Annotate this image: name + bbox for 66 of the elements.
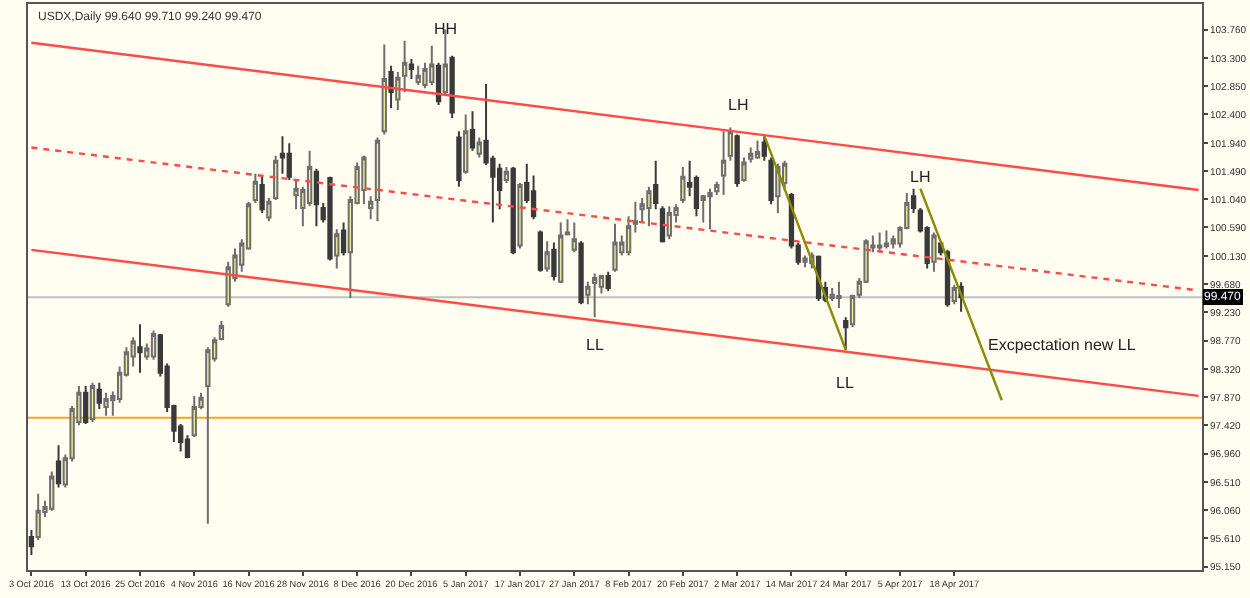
candlestick xyxy=(734,133,740,188)
candlestick xyxy=(890,234,896,250)
candlestick xyxy=(313,167,320,228)
candlestick xyxy=(843,316,849,352)
candlestick xyxy=(28,529,35,557)
candlestick xyxy=(951,283,957,306)
candlestick xyxy=(49,470,55,512)
candlestick xyxy=(449,54,455,120)
candlestick xyxy=(96,381,102,410)
candlestick xyxy=(374,136,381,223)
candlestick xyxy=(551,241,557,282)
candlestick xyxy=(700,193,706,224)
candlestick xyxy=(666,205,672,241)
candlestick xyxy=(754,139,761,160)
candlestick xyxy=(150,329,157,361)
candlestick xyxy=(456,130,462,188)
candlestick xyxy=(544,240,550,273)
candlestick xyxy=(191,394,197,439)
candlestick xyxy=(55,444,62,489)
annotation: LL xyxy=(586,336,605,354)
candlestick xyxy=(381,43,387,136)
annotation: LH xyxy=(910,168,931,186)
candlestick xyxy=(836,280,842,309)
candlestick xyxy=(605,270,611,293)
candlestick xyxy=(883,229,890,250)
candlestick xyxy=(286,142,292,181)
candlestick xyxy=(340,221,347,257)
candlestick xyxy=(591,272,598,319)
annotation: LH xyxy=(728,96,749,114)
candlestick xyxy=(503,165,510,185)
candlestick xyxy=(89,381,96,424)
candlestick xyxy=(571,221,577,254)
candlestick xyxy=(476,136,482,159)
candlestick xyxy=(334,228,340,270)
candlestick xyxy=(558,221,564,284)
candlestick xyxy=(103,391,109,417)
candlestick xyxy=(388,64,394,110)
annotation: HH xyxy=(434,20,458,38)
candlestick xyxy=(720,130,727,196)
candlestick xyxy=(707,187,713,231)
candlestick xyxy=(829,286,835,303)
candlestick xyxy=(510,165,516,256)
candlestick xyxy=(517,182,523,250)
candlestick xyxy=(252,172,258,205)
candlestick xyxy=(137,323,143,374)
candlestick xyxy=(680,165,686,205)
candlestick xyxy=(429,44,435,87)
candlestick xyxy=(877,231,883,254)
candlestick xyxy=(931,231,937,273)
candlestick xyxy=(408,57,415,80)
annotation: Excpectation new LL xyxy=(988,336,1137,354)
annotation: LL xyxy=(836,374,855,392)
candlestick xyxy=(35,492,41,542)
candlestick xyxy=(612,222,618,273)
candlestick xyxy=(802,254,808,269)
candlestick xyxy=(537,229,544,273)
candlestick xyxy=(646,185,652,228)
candlestick xyxy=(327,175,333,262)
candlestick xyxy=(279,135,286,175)
candlestick xyxy=(259,175,265,215)
candlestick xyxy=(578,240,584,306)
candlestick xyxy=(741,156,747,183)
candlestick xyxy=(469,110,476,152)
candlestick xyxy=(463,113,469,175)
candlestick xyxy=(83,384,89,425)
candlestick xyxy=(415,64,421,87)
